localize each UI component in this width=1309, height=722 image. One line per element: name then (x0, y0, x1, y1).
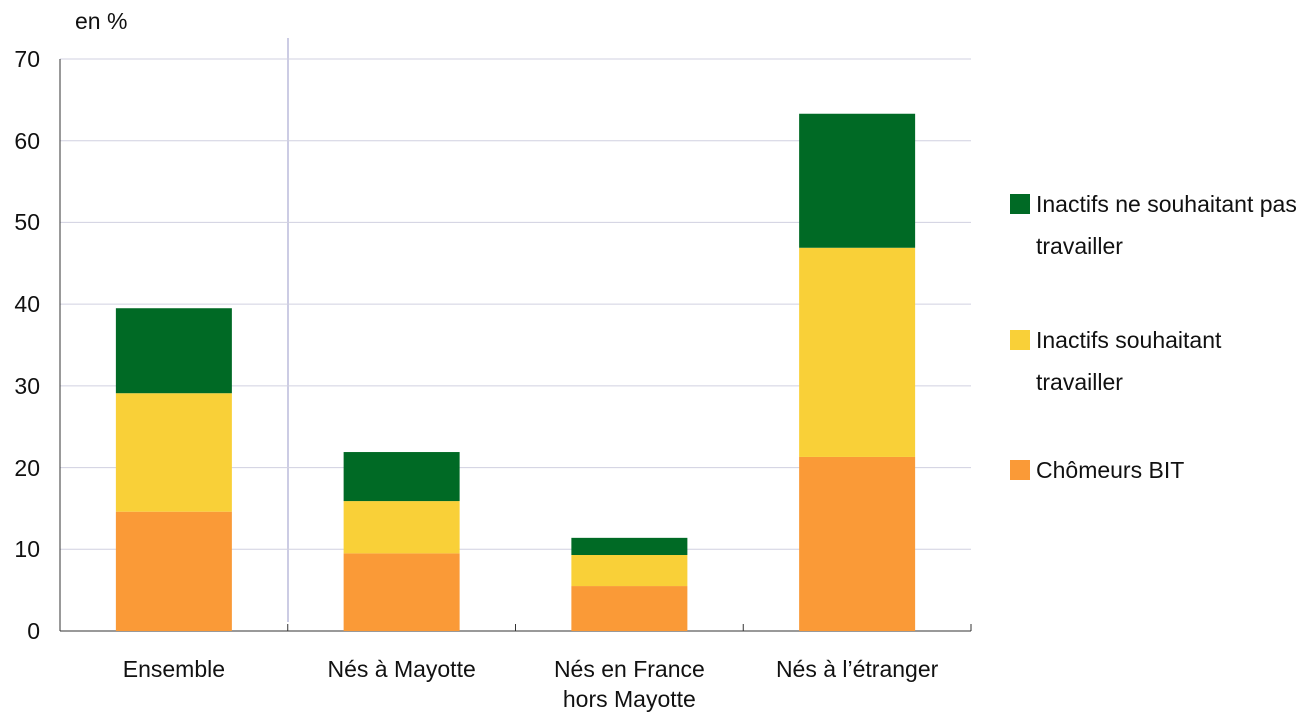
y-tick-label: 20 (14, 454, 40, 481)
bar-segment (115, 393, 232, 512)
y-axis-label: en % (75, 8, 128, 34)
bar-segment (571, 537, 688, 556)
bar-segment (343, 501, 460, 554)
bar-segment (115, 308, 232, 394)
bar-segment (799, 113, 916, 248)
bar-segment (343, 452, 460, 502)
x-tick-label: Nés à l’étranger (775, 656, 939, 682)
legend-label: Chômeurs BIT (1036, 457, 1185, 483)
y-tick-label: 10 (14, 536, 40, 563)
bar-segment (571, 586, 688, 631)
y-tick-label: 50 (14, 209, 40, 236)
legend-label: Inactifs ne souhaitant pas travailler (1036, 191, 1297, 259)
bar-segment (571, 555, 688, 587)
y-tick-label: 70 (14, 46, 40, 72)
y-tick-label: 40 (14, 291, 40, 318)
legend-swatch (1010, 194, 1030, 214)
y-tick-label: 60 (14, 127, 40, 154)
bar-segment (343, 553, 460, 631)
y-tick-label: 0 (27, 618, 40, 644)
x-tick-label: Nés à Mayotte (327, 656, 476, 682)
x-tick-label: Ensemble (122, 656, 226, 682)
legend-swatch (1010, 330, 1030, 350)
bar-segment (799, 456, 916, 631)
y-tick-label: 30 (14, 372, 40, 399)
bar-segment (799, 247, 916, 457)
legend-label: Inactifs souhaitant travailler (1036, 327, 1222, 395)
legend-swatch (1010, 460, 1030, 480)
bar-segment (115, 511, 232, 631)
x-tick-label: Nés en France hors Mayotte (553, 656, 705, 712)
